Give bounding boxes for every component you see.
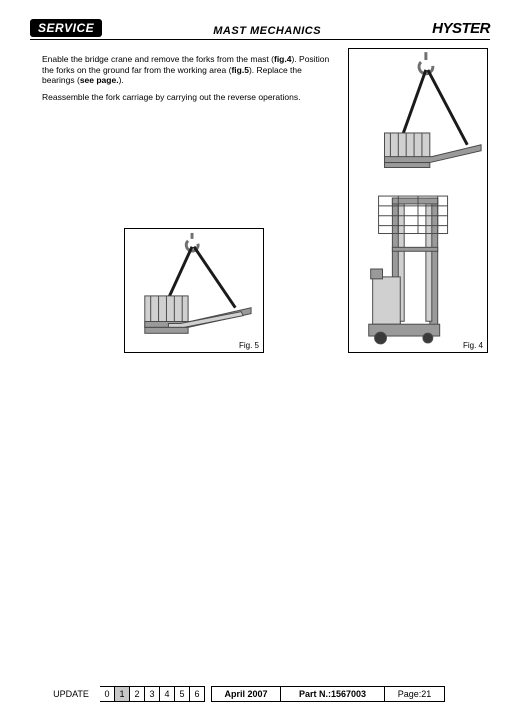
footer-page: Page: 21	[385, 686, 445, 702]
update-num-5: 5	[175, 686, 190, 702]
paragraph-2: Reassemble the fork carriage by carrying…	[42, 92, 332, 103]
see-page-ref: see page.	[80, 75, 119, 85]
figure-5: Fig. 5	[124, 228, 264, 353]
update-num-6: 6	[190, 686, 205, 702]
section-title: MAST MECHANICS	[102, 25, 432, 37]
figure-4: Fig. 4	[348, 48, 488, 353]
paragraph-1: Enable the bridge crane and remove the f…	[42, 54, 332, 86]
page-header: SERVICE MAST MECHANICS HYSTER	[30, 18, 490, 40]
instruction-text: Enable the bridge crane and remove the f…	[42, 54, 332, 109]
text-run: Enable the bridge crane and remove the f…	[42, 54, 274, 64]
figure-5-label: Fig. 5	[239, 341, 259, 350]
update-num-2: 2	[130, 686, 145, 702]
figure-4-label: Fig. 4	[463, 341, 483, 350]
update-num-0: 0	[100, 686, 115, 702]
update-label: UPDATE	[42, 686, 100, 702]
fig-ref: fig.5	[231, 65, 248, 75]
footer-part: Part N.:1567003	[281, 686, 385, 702]
part-label: Part N.:	[299, 689, 331, 699]
update-num-4: 4	[160, 686, 175, 702]
page-value: 21	[421, 689, 431, 699]
service-badge: SERVICE	[30, 19, 102, 37]
part-value: 1567003	[331, 689, 366, 699]
text-run: ).	[119, 75, 124, 85]
figure-5-illustration	[125, 229, 263, 352]
brand-logo: HYSTER	[432, 20, 490, 37]
figure-4-illustration	[349, 49, 487, 352]
footer-date: April 2007	[211, 686, 281, 702]
fig-ref: fig.4	[274, 54, 291, 64]
update-num-3: 3	[145, 686, 160, 702]
update-num-1: 1	[115, 686, 130, 702]
page-footer: UPDATE 0 1 2 3 4 5 6 April 2007 Part N.:…	[42, 686, 490, 702]
page-label: Page:	[398, 689, 422, 699]
